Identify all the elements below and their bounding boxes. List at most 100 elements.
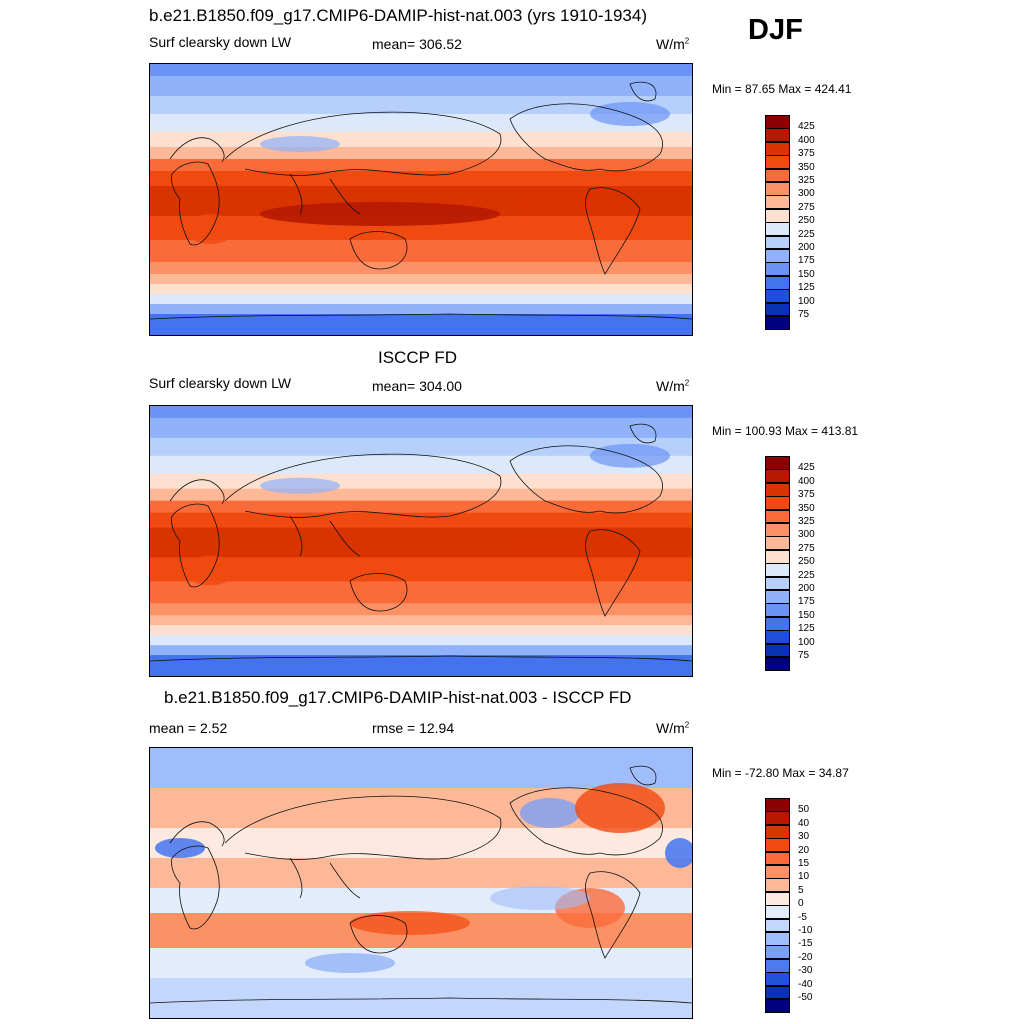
panel1-title: b.e21.B1850.f09_g17.CMIP6-DAMIP-hist-nat… xyxy=(149,6,647,25)
colorbar-tick-label: 40 xyxy=(798,817,810,829)
field-band xyxy=(150,96,692,115)
colorbar-swatch xyxy=(765,523,790,537)
colorbar-swatch xyxy=(765,798,790,812)
coastline xyxy=(509,787,663,856)
panel3-title: b.e21.B1850.f09_g17.CMIP6-DAMIP-hist-nat… xyxy=(164,688,632,707)
coastline xyxy=(169,821,225,847)
colorbar-swatch xyxy=(765,275,790,290)
field-band xyxy=(150,858,692,888)
coastline xyxy=(509,445,663,514)
field-band xyxy=(150,240,692,263)
colorbar-swatch xyxy=(765,249,790,263)
colorbar-tick-label: 275 xyxy=(798,201,815,213)
colorbar-tick-label: -40 xyxy=(798,978,813,990)
colorbar-swatch xyxy=(765,590,790,604)
field-band xyxy=(150,455,692,475)
colorbar-swatch xyxy=(765,182,790,196)
field-band xyxy=(150,748,692,788)
panel2-colorbar: 425 400 375 350 325 300 275 250 225 200 175 150 125 1… xyxy=(765,456,835,671)
colorbar-swatch xyxy=(765,603,790,618)
field-blob xyxy=(155,838,205,858)
colorbar-tick-label: 325 xyxy=(798,516,815,527)
field-blob xyxy=(590,443,670,468)
colorbar-tick-label: 200 xyxy=(798,583,815,594)
colorbar-tick-label: 400 xyxy=(798,475,815,487)
field-blob xyxy=(185,214,235,244)
field-band xyxy=(150,76,692,97)
panel3-map-svg xyxy=(150,748,692,1018)
colorbar-swatch xyxy=(765,643,790,658)
colorbar-swatch xyxy=(765,999,790,1013)
colorbar-swatch xyxy=(765,865,790,879)
colorbar-tick-label: 5 xyxy=(798,884,804,896)
coastline xyxy=(349,573,408,612)
colorbar-swatch xyxy=(765,576,790,591)
colorbar-swatch xyxy=(765,195,790,210)
field-band xyxy=(150,978,692,1018)
colorbar-swatch xyxy=(765,918,790,933)
panel3-map xyxy=(149,747,693,1019)
panel2-variable-label: Surf clearsky down LW xyxy=(149,375,292,391)
field-blob xyxy=(575,783,665,833)
coastline xyxy=(349,915,408,954)
coastline xyxy=(224,453,502,518)
panel3-mean-label: mean = 2.52 xyxy=(149,720,228,736)
colorbar-tick-label: 250 xyxy=(798,215,815,227)
colorbar-tick-label: 30 xyxy=(798,831,810,843)
colorbar-swatch xyxy=(765,824,790,839)
colorbar-swatch xyxy=(765,838,790,853)
colorbar-swatch xyxy=(765,496,790,511)
field-band xyxy=(150,314,692,335)
colorbar-tick-label: 75 xyxy=(798,309,810,320)
colorbar-swatch xyxy=(765,536,790,551)
colorbar-swatch xyxy=(765,222,790,237)
colorbar-swatch xyxy=(765,302,790,317)
panel2-map xyxy=(149,405,693,677)
colorbar-tick-label: 150 xyxy=(798,268,815,280)
field-band xyxy=(150,171,692,187)
coastline xyxy=(224,795,502,860)
coastline xyxy=(150,313,692,320)
field-band xyxy=(150,304,692,315)
colorbar-swatch xyxy=(765,141,790,156)
field-blob xyxy=(590,102,670,126)
field-band xyxy=(150,132,692,148)
coastline xyxy=(585,529,641,617)
colorbar-tick-label: -15 xyxy=(798,938,813,950)
panel1-colorbar: 425 400 375 350 325 300 275 250 225 200 175 150 125 1… xyxy=(765,115,835,330)
colorbar-swatch xyxy=(765,811,790,826)
colorbar-tick-label: 225 xyxy=(798,569,815,581)
colorbar-swatch xyxy=(765,878,790,893)
field-blob xyxy=(350,911,470,935)
panel2-map-svg xyxy=(150,406,692,676)
panel2-mean-label: mean= 304.00 xyxy=(372,378,462,394)
coastline xyxy=(349,231,408,270)
colorbar-tick-label: 250 xyxy=(798,556,815,568)
colorbar-tick-label: 125 xyxy=(798,623,815,635)
colorbar-swatch xyxy=(765,985,790,1000)
colorbar-tick-label: 200 xyxy=(798,242,815,253)
colorbar-swatch xyxy=(765,958,790,973)
colorbar-tick-label: 300 xyxy=(798,529,815,541)
field-band xyxy=(150,948,692,978)
colorbar-tick-label: 225 xyxy=(798,228,815,240)
colorbar-swatch xyxy=(765,905,790,920)
coastline xyxy=(289,173,361,215)
coastline xyxy=(289,857,361,899)
panel2-title: ISCCP FD xyxy=(378,348,458,367)
field-band xyxy=(150,473,692,490)
coastline xyxy=(224,111,502,176)
field-blob xyxy=(260,136,340,152)
coastline xyxy=(629,81,657,102)
colorbar-swatch xyxy=(765,563,790,578)
field-blob xyxy=(305,953,395,973)
colorbar-swatch xyxy=(765,289,790,304)
coastline xyxy=(169,137,225,163)
panel3-rmse-label: rmse = 12.94 xyxy=(372,720,455,736)
colorbar-tick-label: 75 xyxy=(798,650,810,661)
field-band xyxy=(150,557,692,582)
colorbar-swatch xyxy=(765,932,790,946)
colorbar-tick-label: 350 xyxy=(798,161,815,173)
colorbar-swatch xyxy=(765,891,790,906)
panel2-units: W/m2 xyxy=(656,378,690,394)
